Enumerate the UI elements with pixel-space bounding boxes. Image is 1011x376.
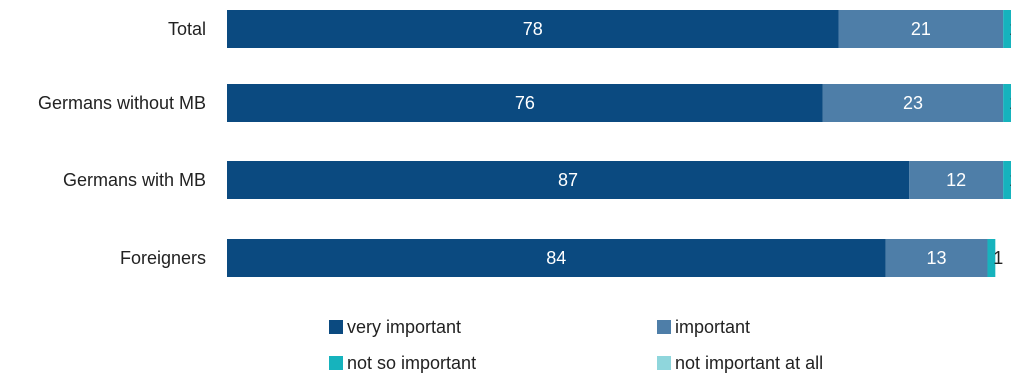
legend-label: very important: [347, 317, 461, 337]
bar-segment: [822, 84, 1004, 122]
bar-segment: [227, 10, 839, 48]
data-label: 78: [523, 19, 543, 39]
category-label: Foreigners: [120, 248, 206, 268]
bar-segment: [838, 10, 1004, 48]
data-label: 21: [911, 19, 931, 39]
legend-swatch: [329, 356, 343, 370]
category-label: Germans without MB: [38, 93, 206, 113]
data-label: 1: [1009, 93, 1011, 113]
bar-segment: [885, 239, 988, 277]
legend-swatch: [329, 320, 343, 334]
category-label: Germans with MB: [63, 170, 206, 190]
data-label: 76: [515, 93, 535, 113]
data-label: 13: [927, 248, 947, 268]
bar-segment: [227, 161, 910, 199]
legend-label: important: [675, 317, 750, 337]
bar-segment: [1003, 161, 1011, 199]
bar-segment: [987, 239, 996, 277]
data-label: 1: [993, 248, 1003, 268]
legend-label: not important at all: [675, 353, 823, 373]
bar-segment: [227, 84, 823, 122]
bar-segment: [1003, 84, 1011, 122]
data-label: 84: [546, 248, 566, 268]
category-label: Total: [168, 19, 206, 39]
bars-layer: Total 78 21 1 Germans without MB 76 23 1 Germans…: [38, 10, 1011, 277]
data-label: 12: [946, 170, 966, 190]
legend-label: not so important: [347, 353, 476, 373]
legend: very important important not so important n…: [329, 317, 823, 373]
data-label: 1: [1009, 19, 1011, 39]
data-label: 87: [558, 170, 578, 190]
data-label: 23: [903, 93, 923, 113]
bar-segment: [909, 161, 1004, 199]
bar-segment: [227, 239, 886, 277]
bar-segment: [1003, 10, 1011, 48]
legend-swatch: [657, 356, 671, 370]
legend-swatch: [657, 320, 671, 334]
data-label: 1: [1009, 170, 1011, 190]
